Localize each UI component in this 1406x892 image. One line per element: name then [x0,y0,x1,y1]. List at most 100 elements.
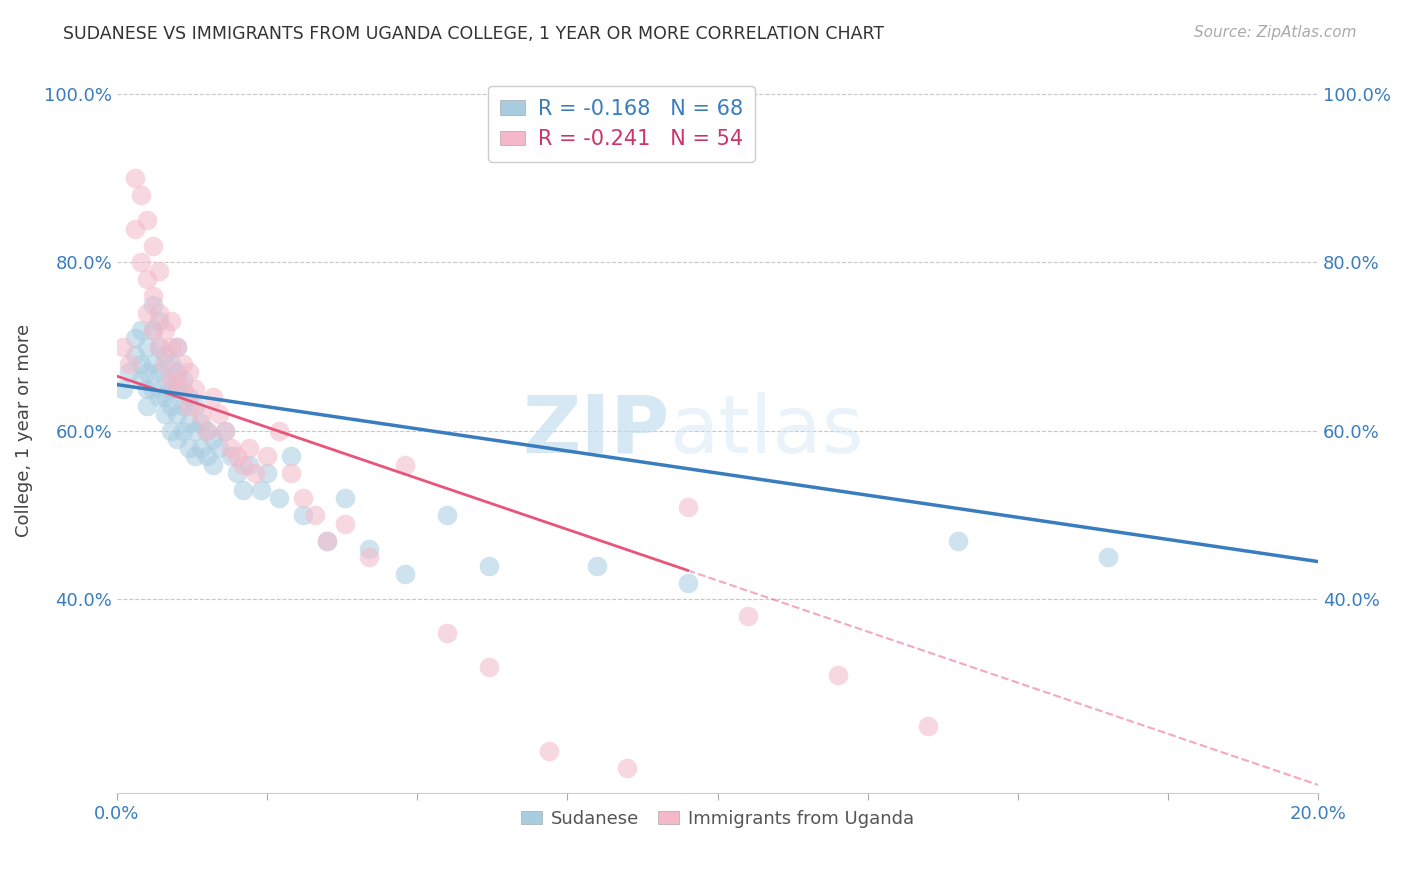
Point [153,390,176,404]
Point [136,340,159,354]
Point [136,272,159,286]
Point [304,508,326,523]
Point [172,382,194,396]
Point [148,340,170,354]
Point [160,357,183,371]
Point [177,399,200,413]
Point [124,348,146,362]
Point [153,357,176,371]
Point [292,508,315,523]
Point [190,416,212,430]
Text: atlas: atlas [669,392,863,470]
Point [219,441,242,455]
Point [917,719,939,733]
Point [142,323,165,337]
Point [148,365,170,379]
Point [232,483,254,497]
Point [394,567,416,582]
Point [153,407,176,421]
Point [166,340,188,354]
Point [160,314,183,328]
Point [250,483,273,497]
Point [335,491,357,506]
Point [142,323,165,337]
Point [136,306,159,320]
Point [226,466,249,480]
Point [280,449,302,463]
Point [129,357,152,371]
Point [208,407,231,421]
Point [142,289,165,303]
Point [335,516,357,531]
Point [153,323,176,337]
Point [256,466,278,480]
Point [172,357,194,371]
Point [129,188,152,202]
Point [111,340,134,354]
Point [184,382,207,396]
Point [166,382,188,396]
Point [238,458,260,472]
Point [142,297,165,311]
Point [177,416,200,430]
Point [142,382,165,396]
Point [676,500,699,514]
Point [256,449,278,463]
Point [172,373,194,387]
Point [129,323,152,337]
Point [1097,550,1119,565]
Point [136,399,159,413]
Point [148,264,170,278]
Point [111,382,134,396]
Point [538,744,561,758]
Point [129,373,152,387]
Point [184,399,207,413]
Point [359,541,381,556]
Point [172,424,194,438]
Point [238,441,260,455]
Point [316,533,339,548]
Point [269,491,291,506]
Point [160,424,183,438]
Point [166,340,188,354]
Point [160,373,183,387]
Point [827,668,849,682]
Point [478,660,501,674]
Point [148,340,170,354]
Point [202,390,225,404]
Point [243,466,266,480]
Text: Source: ZipAtlas.com: Source: ZipAtlas.com [1194,25,1357,40]
Point [160,340,183,354]
Point [202,458,225,472]
Point [292,491,315,506]
Point [148,390,170,404]
Point [118,365,141,379]
Point [142,238,165,252]
Point [195,449,218,463]
Point [129,255,152,269]
Text: SUDANESE VS IMMIGRANTS FROM UGANDA COLLEGE, 1 YEAR OR MORE CORRELATION CHART: SUDANESE VS IMMIGRANTS FROM UGANDA COLLE… [63,25,884,43]
Point [436,508,458,523]
Point [166,373,188,387]
Point [124,331,146,345]
Point [153,373,176,387]
Point [160,399,183,413]
Point [214,424,236,438]
Point [436,626,458,640]
Point [190,407,212,421]
Point [280,466,302,480]
Point [190,441,212,455]
Point [946,533,969,548]
Point [359,550,381,565]
Point [219,449,242,463]
Point [269,424,291,438]
Point [676,575,699,590]
Point [184,449,207,463]
Point [142,357,165,371]
Point [148,306,170,320]
Point [136,213,159,227]
Point [153,348,176,362]
Point [172,399,194,413]
Point [737,609,759,624]
Text: ZIP: ZIP [522,392,669,470]
